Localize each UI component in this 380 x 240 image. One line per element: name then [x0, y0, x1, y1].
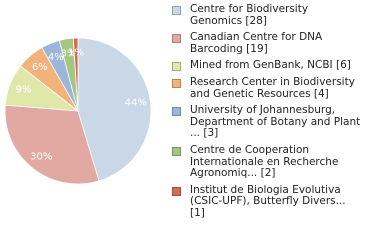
- slice-label: 4%: [48, 52, 64, 63]
- legend-item: University of Johannesburg, Department o…: [172, 104, 372, 140]
- pie-slice: [4, 104, 100, 185]
- legend-swatch: [172, 186, 181, 196]
- legend-label: Centre for Biodiversity Genomics [28]: [190, 3, 309, 27]
- legend-label: Mined from GenBank, NCBI [6]: [190, 59, 351, 72]
- legend-swatch: [172, 146, 181, 156]
- legend-item: Centre for Biodiversity Genomics [28]: [172, 3, 372, 27]
- legend-swatch: [172, 107, 181, 117]
- slice-label: 9%: [16, 85, 32, 96]
- legend-label: Canadian Centre for DNA Barcoding [19]: [190, 31, 323, 55]
- slice-label: 44%: [125, 98, 147, 109]
- legend-item: Mined from GenBank, NCBI [6]: [172, 60, 372, 72]
- legend-swatch: [172, 6, 181, 15]
- legend-item: Institut de Biologia Evolutiva (CSIC-UPF…: [172, 183, 372, 220]
- legend-item: Centre de Cooperation Internationale en …: [172, 143, 372, 180]
- legend-label: University of Johannesburg, Department o…: [190, 104, 361, 140]
- legend: Centre for Biodiversity Genomics [28] Can…: [172, 3, 372, 220]
- pie-chart: 44% 30% 9% 6%4%3%1%: [4, 37, 152, 185]
- legend-item: Canadian Centre for DNA Barcoding [19]: [172, 31, 372, 55]
- slice-label: 3%: [61, 48, 77, 59]
- slice-label: 1%: [68, 48, 84, 59]
- pie-slice: [72, 37, 79, 112]
- pie-slice: [77, 37, 152, 182]
- legend-item: Research Center in Biodiversity and Gene…: [172, 75, 372, 100]
- slice-label: 6%: [32, 62, 48, 73]
- legend-swatch: [172, 62, 181, 72]
- legend-label: Centre de Cooperation Internationale en …: [190, 143, 339, 180]
- legend-swatch: [172, 34, 181, 44]
- slice-label: 30%: [30, 151, 52, 162]
- legend-label: Institut de Biologia Evolutiva (CSIC-UPF…: [190, 183, 346, 219]
- legend-label: Research Center in Biodiversity and Gene…: [190, 75, 355, 100]
- legend-swatch: [172, 78, 181, 88]
